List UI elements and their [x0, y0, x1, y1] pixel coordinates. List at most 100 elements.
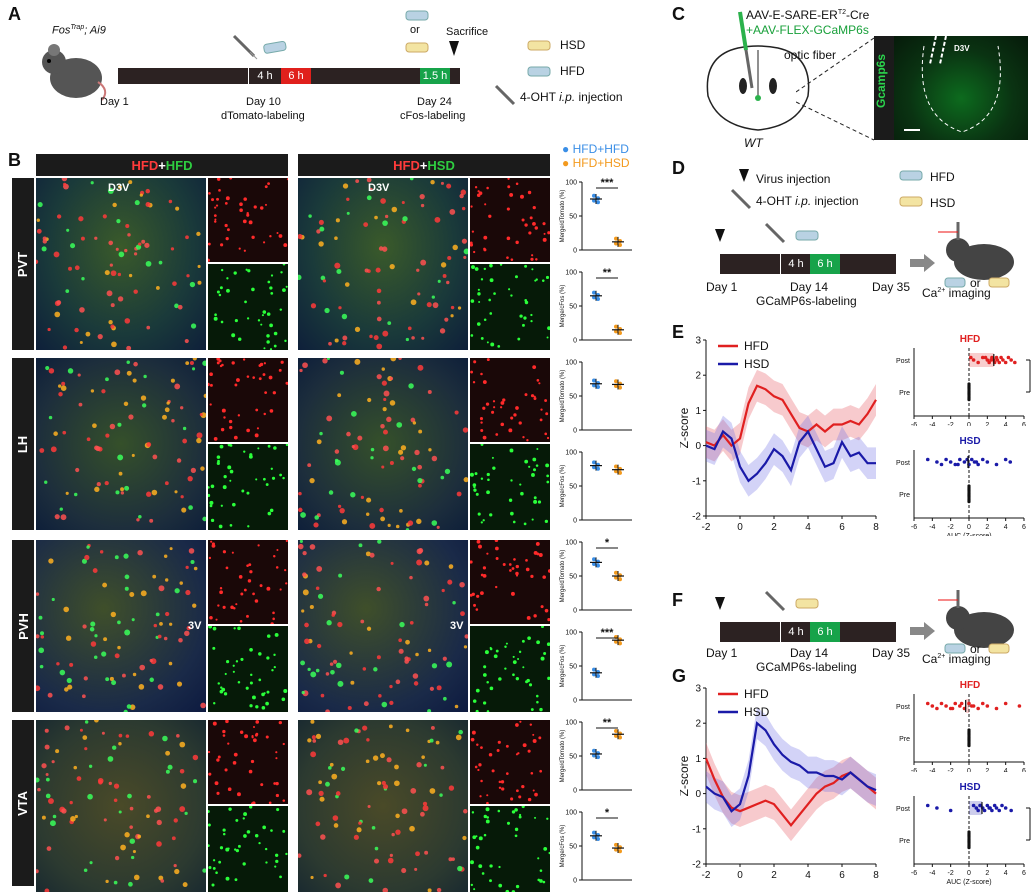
x-axis-label: AUC (Z-score): [946, 879, 991, 886]
cell-dot: [505, 772, 509, 775]
cell-dot: [222, 832, 226, 836]
cell-dot: [286, 178, 288, 181]
cell-dot: [365, 551, 371, 557]
cell-dot: [268, 801, 272, 804]
cell-dot: [545, 412, 549, 416]
cell-dot: [139, 193, 143, 197]
cell-dot: [298, 274, 302, 280]
cell-dot: [208, 382, 210, 387]
legend-b: ● HFD+HFD ● HFD+HSD: [562, 142, 630, 170]
cell-dot: [514, 275, 518, 279]
y-tick-label: 3: [695, 684, 701, 695]
cell-dot: [273, 331, 278, 336]
cell-dot: [218, 860, 222, 864]
cell-dot: [325, 672, 330, 676]
cell-dot: [123, 401, 129, 407]
post-point: [980, 701, 985, 706]
cell-dot: [372, 755, 379, 761]
cell-dot: [164, 481, 169, 486]
cell-dot: [208, 866, 212, 870]
cell-dot: [486, 710, 490, 712]
y-tick-label: -2: [692, 860, 701, 871]
cell-dot: [398, 358, 402, 360]
cell-dot: [247, 579, 252, 583]
y-tick-label: 100: [565, 180, 577, 187]
cell-dot: [532, 205, 536, 210]
cell-dot: [214, 313, 217, 317]
cell-dot: [274, 865, 277, 868]
cell-dot: [492, 400, 496, 403]
cell-dot: [78, 216, 84, 222]
cell-dot: [532, 789, 535, 792]
cell-dot: [38, 647, 45, 654]
cell-dot: [477, 768, 480, 772]
cell-dot: [227, 228, 230, 232]
x-tick-label: -4: [929, 768, 935, 772]
cell-dot: [512, 660, 517, 665]
cell-dot: [486, 680, 489, 684]
cell-dot: [424, 602, 429, 607]
box6-f: 6 h: [810, 622, 840, 642]
cell-dot: [436, 525, 440, 529]
cell-dot: [42, 236, 47, 241]
x-tick-label: -4: [929, 524, 935, 531]
cell-dot: [500, 780, 505, 784]
cell-dot: [543, 847, 548, 851]
cell-dot: [518, 795, 522, 799]
cell-dot: [174, 588, 180, 594]
cell-dot: [280, 360, 284, 364]
cell-dot: [36, 634, 40, 639]
cell-dot: [508, 563, 512, 566]
cell-dot: [196, 231, 201, 237]
cell-dot: [36, 869, 39, 874]
cat-label: Pre: [899, 390, 910, 397]
cell-dot: [179, 741, 186, 748]
cell-dot: [302, 362, 308, 369]
cell-dot: [224, 672, 227, 676]
cell-dot: [528, 465, 531, 468]
cell-dot: [337, 393, 342, 398]
y-tick-label: 0: [573, 698, 577, 705]
sig-label: **: [603, 267, 612, 279]
cell-dot: [133, 289, 138, 294]
micrograph-red: [208, 540, 288, 624]
data-point: [596, 670, 600, 674]
cell-dot: [300, 660, 306, 666]
cell-dot: [146, 325, 151, 330]
data-point: [614, 241, 618, 246]
cell-dot: [448, 785, 455, 791]
cell-dot: [383, 397, 387, 402]
cell-dot: [162, 414, 167, 420]
cell-dot: [519, 314, 523, 318]
cell-dot: [387, 321, 392, 325]
cell-dot: [546, 336, 549, 339]
cell-dot: [446, 280, 450, 285]
cell-dot: [232, 761, 237, 765]
cell-dot: [545, 275, 550, 280]
cell-dot: [237, 680, 241, 684]
post-point: [935, 706, 939, 711]
cell-dot: [535, 694, 539, 698]
cell-dot: [254, 433, 259, 438]
cell-dot: [480, 429, 484, 433]
cell-dot: [284, 569, 287, 572]
pre-point: [967, 744, 971, 748]
cell-dot: [495, 433, 499, 436]
cell-dot: [507, 178, 510, 180]
cell-dot: [165, 769, 170, 774]
cell-dot: [366, 738, 370, 742]
cell-dot: [149, 677, 154, 683]
cell-dot: [435, 740, 440, 745]
cell-dot: [249, 704, 253, 708]
cell-dot: [120, 844, 126, 851]
cell-dot: [118, 742, 122, 746]
x-tick-label: -6: [911, 422, 917, 426]
post-point: [969, 355, 973, 360]
x-tick-label: -6: [911, 870, 917, 877]
cell-dot: [471, 730, 476, 735]
cell-dot: [275, 757, 278, 760]
post-point: [974, 460, 979, 464]
cell-dot: [256, 427, 260, 430]
